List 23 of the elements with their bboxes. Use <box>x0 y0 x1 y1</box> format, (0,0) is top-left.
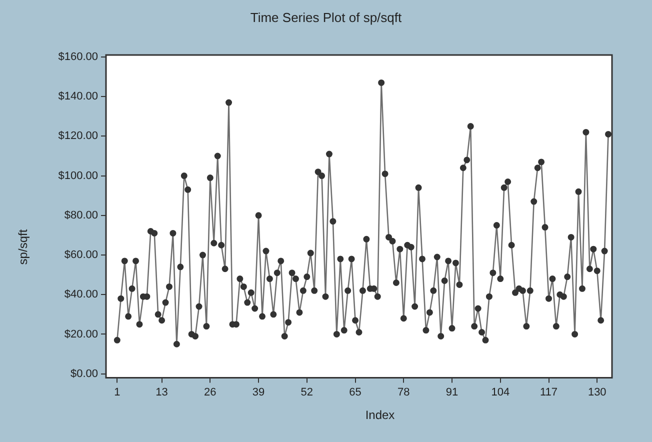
x-tick-label: 13 <box>156 386 168 398</box>
x-tick-label: 104 <box>491 386 510 398</box>
x-tick-label: 52 <box>300 386 314 398</box>
x-tick-label: 65 <box>349 386 362 398</box>
y-tick-label: $120.00 <box>58 130 98 142</box>
y-tick-label: $100.00 <box>58 170 98 182</box>
x-tick-label: 1 <box>114 386 120 398</box>
x-tick-label: 130 <box>588 386 606 398</box>
x-tick-label: 91 <box>446 386 458 398</box>
y-tick-label: $60.00 <box>64 249 98 262</box>
x-tick-label: 117 <box>540 386 558 398</box>
x-axis-title: Index <box>364 408 396 422</box>
y-tick-label: $0.00 <box>70 368 98 380</box>
y-axis-title: sp/sqft <box>16 228 30 267</box>
y-tick-label: $80.00 <box>64 209 98 222</box>
x-tick-label: 39 <box>252 386 265 398</box>
chart-title: Time Series Plot of sp/sqft <box>249 10 403 25</box>
y-tick-label: $160.00 <box>58 51 98 64</box>
y-tick-label: $140.00 <box>58 90 98 103</box>
y-tick-label: $40.00 <box>64 288 98 301</box>
x-tick-label: 78 <box>398 386 410 398</box>
y-tick-label: $20.00 <box>64 328 98 340</box>
x-tick-label: 26 <box>204 386 216 398</box>
